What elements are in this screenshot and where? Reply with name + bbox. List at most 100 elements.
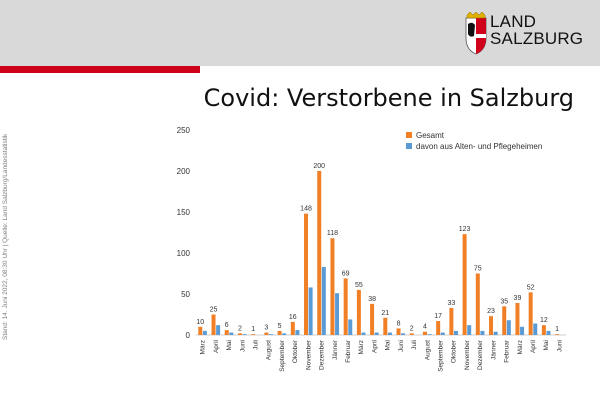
bar-gesamt: [370, 303, 375, 335]
bar-pflegeheime: [335, 293, 340, 335]
x-tick-label: April: [213, 339, 220, 353]
x-tick-label: Dezember: [319, 339, 326, 370]
x-tick-label: Mai: [543, 340, 550, 350]
y-tick-label: 250: [177, 126, 191, 135]
bar-gesamt: [489, 316, 494, 335]
bar-pflegeheime: [348, 319, 353, 335]
bar-pflegeheime: [229, 332, 234, 335]
data-label-gesamt: 8: [397, 320, 401, 327]
bar-pflegeheime: [282, 333, 287, 335]
x-tick-label: November: [464, 339, 471, 370]
x-tick-label: Juni: [398, 340, 405, 352]
data-label-gesamt: 23: [487, 308, 495, 315]
bar-gesamt: [422, 331, 427, 335]
bar-pflegeheime: [295, 330, 300, 335]
data-label-gesamt: 39: [514, 295, 522, 302]
data-label-gesamt: 38: [368, 296, 376, 303]
data-label-gesamt: 4: [423, 324, 427, 331]
bar-gesamt: [251, 334, 256, 335]
y-tick-label: 150: [177, 208, 191, 217]
data-label-gesamt: 2: [238, 325, 242, 332]
bar-pflegeheime: [374, 332, 379, 335]
bar-gesamt: [211, 314, 216, 335]
x-tick-label: Mai: [226, 340, 233, 350]
bar-pflegeheime: [453, 330, 458, 335]
bar-gesamt: [317, 171, 322, 335]
bar-pflegeheime: [401, 333, 406, 335]
x-tick-label: August: [266, 340, 273, 360]
bar-gesamt: [330, 238, 335, 335]
bar-gesamt: [475, 273, 480, 335]
bar-gesamt: [304, 213, 309, 335]
data-label-gesamt: 55: [355, 282, 363, 289]
data-label-gesamt: 123: [459, 226, 471, 233]
data-label-gesamt: 35: [500, 298, 508, 305]
bar-gesamt: [409, 333, 414, 335]
x-tick-label: Oktober: [451, 339, 458, 363]
x-tick-label: Februar: [504, 339, 511, 363]
data-label-gesamt: 75: [474, 266, 482, 273]
bar-gesamt: [277, 330, 282, 335]
header-band: [0, 0, 600, 66]
page-title: Covid: Verstorbene in Salzburg: [203, 84, 574, 112]
legend-swatch: [406, 132, 412, 138]
data-label-gesamt: 69: [342, 270, 350, 277]
legend-entry: davon aus Alten- und Pflegeheimen: [416, 142, 542, 151]
data-label-gesamt: 3: [264, 325, 268, 332]
brand-line-1: LAND: [490, 12, 537, 31]
data-label-gesamt: 12: [540, 317, 548, 324]
bar-gesamt: [356, 289, 361, 335]
bar-gesamt: [198, 326, 203, 335]
x-tick-label: Jänner: [332, 339, 339, 360]
bar-gesamt: [541, 325, 546, 335]
bar-gesamt: [343, 278, 348, 335]
data-label-gesamt: 200: [313, 163, 325, 170]
data-label-gesamt: 118: [327, 230, 338, 237]
bar-gesamt: [462, 234, 467, 335]
bar-gesamt: [515, 303, 520, 335]
salzburg-crest-icon: [465, 12, 487, 55]
x-tick-label: September: [437, 339, 444, 372]
bar-gesamt: [555, 334, 560, 335]
bar-pflegeheime: [533, 323, 538, 335]
x-tick-label: März: [200, 340, 207, 354]
bar-pflegeheime: [467, 325, 472, 335]
data-label-gesamt: 2: [410, 325, 414, 332]
accent-bar: [0, 66, 200, 73]
x-tick-label: Juli: [252, 340, 259, 350]
y-tick-label: 50: [181, 290, 190, 299]
x-tick-label: Mai: [385, 340, 392, 350]
x-tick-label: Oktober: [292, 339, 299, 363]
x-tick-label: November: [305, 339, 312, 370]
bar-pflegeheime: [321, 266, 326, 335]
bar-pflegeheime: [506, 320, 511, 335]
x-tick-label: April: [530, 339, 537, 353]
bar-gesamt: [436, 321, 441, 335]
x-tick-label: August: [424, 340, 431, 360]
x-tick-label: Dezember: [477, 339, 484, 370]
data-label-gesamt: 52: [527, 284, 535, 291]
bar-pflegeheime: [308, 287, 313, 335]
bar-pflegeheime: [520, 326, 525, 335]
bar-pflegeheime: [480, 330, 485, 335]
x-tick-label: Juli: [411, 340, 418, 350]
bar-gesamt: [224, 330, 229, 335]
bar-gesamt: [396, 328, 401, 335]
bar-pflegeheime: [387, 332, 392, 335]
y-tick-label: 200: [177, 167, 191, 176]
x-tick-label: März: [517, 340, 524, 354]
data-label-gesamt: 6: [225, 322, 229, 329]
bar-pflegeheime: [202, 330, 207, 335]
data-label-gesamt: 33: [447, 300, 455, 307]
x-tick-label: Jänner: [490, 339, 497, 360]
data-label-gesamt: 21: [381, 310, 389, 317]
data-label-gesamt: 16: [289, 314, 297, 321]
bar-pflegeheime: [216, 325, 221, 335]
x-tick-label: Juni: [239, 340, 246, 352]
bar-pflegeheime: [493, 331, 498, 335]
legend-swatch: [406, 143, 412, 149]
data-label-gesamt: 25: [210, 307, 218, 314]
y-tick-label: 0: [186, 331, 191, 340]
brand-wordmark: LAND SALZBURG: [490, 13, 583, 47]
